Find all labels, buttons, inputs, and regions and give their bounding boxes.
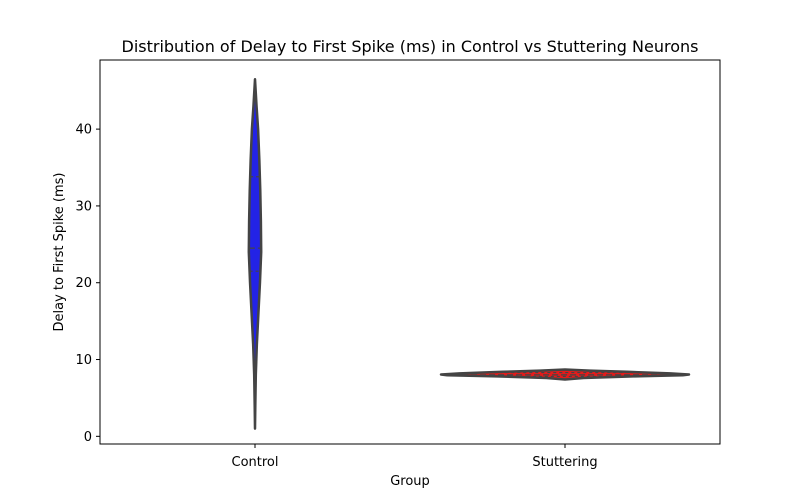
x-tick-label: Control <box>232 455 279 470</box>
y-axis: 0 10 20 30 40 <box>75 123 100 445</box>
violin-control <box>247 77 263 430</box>
plot-area <box>99 59 721 445</box>
y-tick-label: 20 <box>75 276 92 291</box>
y-tick-label: 0 <box>84 430 92 445</box>
y-axis-label: Delay to First Spike (ms) <box>52 173 67 332</box>
y-tick-label: 40 <box>75 123 92 138</box>
chart-title: Distribution of Delay to First Spike (ms… <box>122 37 699 56</box>
y-tick-label: 30 <box>75 199 92 214</box>
x-tick-label: Stuttering <box>532 455 597 470</box>
x-axis: Control Stuttering <box>232 444 598 470</box>
plot-frame <box>99 59 721 445</box>
x-axis-label: Group <box>390 474 430 489</box>
y-tick-label: 10 <box>75 353 92 368</box>
